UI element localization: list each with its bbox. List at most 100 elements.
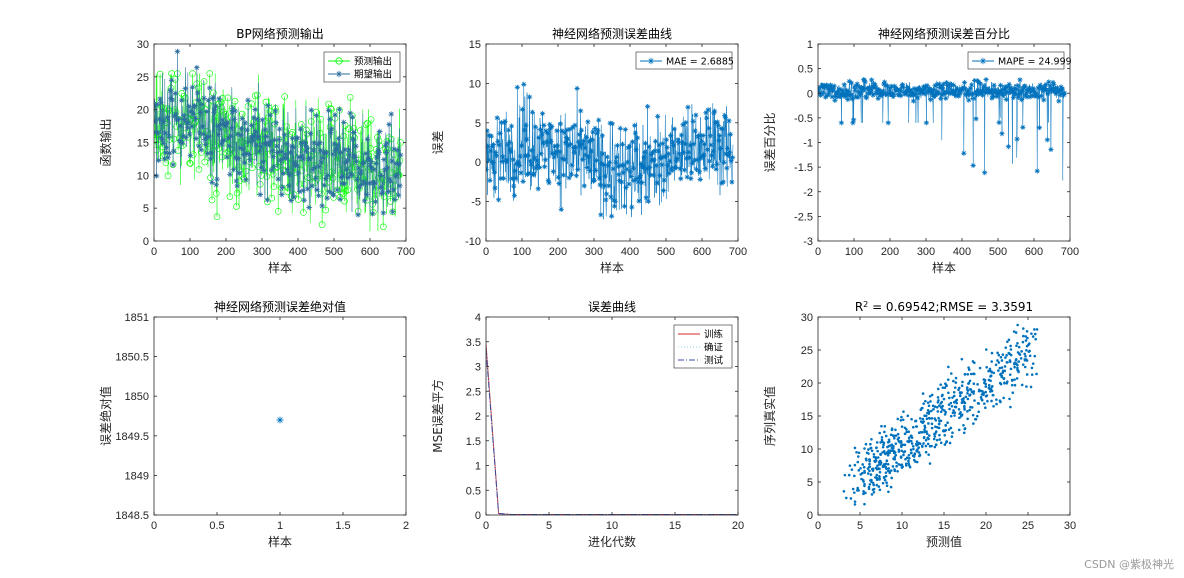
data-point-actual xyxy=(282,151,289,158)
error-data-point xyxy=(574,85,580,92)
error-data-point xyxy=(869,77,875,83)
scatter-point xyxy=(986,399,989,403)
error-data-point xyxy=(561,157,567,163)
error-data-point xyxy=(616,178,623,184)
scatter-point xyxy=(960,384,964,387)
error-data-point xyxy=(994,93,1000,100)
error-data-point xyxy=(583,134,590,140)
scatter-point xyxy=(882,476,886,480)
scatter-point xyxy=(1017,345,1021,349)
error-data-point xyxy=(709,163,716,169)
error-data-point xyxy=(508,123,515,129)
data-point-actual xyxy=(390,187,397,193)
y-tick-label: -2 xyxy=(803,187,813,199)
y-tick-label: -0.5 xyxy=(794,113,813,125)
mse-series-2 xyxy=(486,349,738,515)
error-data-point xyxy=(1002,90,1009,96)
data-point-actual xyxy=(202,141,209,148)
scatter-point xyxy=(907,462,910,465)
error-data-point xyxy=(573,144,579,150)
data-point-actual xyxy=(254,116,261,122)
error-data-point xyxy=(971,95,977,102)
chart-p4: 0 0.5 1 1.5 21848.518491849.518501850.51851神… xyxy=(98,299,409,549)
scatter-point xyxy=(868,465,872,469)
x-tick-label: 20 xyxy=(980,520,992,532)
scatter-point xyxy=(896,417,900,421)
error-data-point xyxy=(991,82,997,88)
scatter-point xyxy=(888,451,891,455)
scatter-point xyxy=(851,487,855,491)
error-data-point xyxy=(923,83,929,89)
scatter-point xyxy=(1016,351,1020,354)
data-point-predicted xyxy=(157,124,165,131)
data-point-predicted xyxy=(201,158,209,166)
error-data-point xyxy=(686,149,692,155)
x-tick-label: 100 xyxy=(181,246,199,258)
data-point-actual xyxy=(155,157,162,164)
error-data-point xyxy=(820,90,826,96)
error-data-point xyxy=(844,91,850,97)
legend-label: 预测输出 xyxy=(354,56,392,68)
title-rest: = 0.69542;RMSE = 3.3591 xyxy=(868,300,1033,314)
error-data-point xyxy=(638,161,644,167)
error-data-point xyxy=(673,158,680,164)
error-data-point xyxy=(860,86,866,92)
data-point-actual xyxy=(168,77,175,84)
data-point-actual xyxy=(289,135,296,142)
error-data-point xyxy=(851,117,857,123)
scatter-point xyxy=(949,426,953,430)
y-tick-label: 3.5 xyxy=(466,337,481,349)
data-point-actual xyxy=(281,155,287,161)
legend-box xyxy=(323,51,401,83)
data-point-actual xyxy=(290,144,297,151)
error-data-point xyxy=(582,145,588,151)
scatter-point xyxy=(925,417,929,421)
data-point-actual xyxy=(280,170,287,177)
error-data-point xyxy=(941,81,947,87)
data-point-actual xyxy=(170,162,176,168)
scatter-point xyxy=(876,456,880,459)
error-data-point xyxy=(696,132,702,139)
error-data-point xyxy=(589,136,595,143)
scatter-point xyxy=(1016,323,1019,327)
error-data-point xyxy=(1037,82,1043,88)
data-point-actual xyxy=(213,181,220,188)
data-point-actual xyxy=(310,147,317,153)
data-point-actual xyxy=(155,130,161,136)
scatter-point xyxy=(1017,360,1021,363)
data-point-actual xyxy=(177,123,184,129)
data-point-actual xyxy=(250,137,256,144)
y-tick-label: 1849 xyxy=(125,470,149,482)
error-data-point xyxy=(851,84,857,90)
data-point-actual xyxy=(227,133,234,139)
error-data-point xyxy=(877,92,883,98)
error-data-point xyxy=(1036,125,1042,131)
error-data-point xyxy=(620,170,626,176)
scatter-point xyxy=(1030,373,1034,376)
scatter-point xyxy=(899,418,903,422)
scatter-point xyxy=(952,401,956,404)
scatter-point xyxy=(930,426,934,430)
data-point-actual xyxy=(317,139,323,146)
scatter-point xyxy=(907,453,911,457)
data-point-actual xyxy=(385,188,392,195)
data-point-actual xyxy=(252,106,258,113)
data-point-actual xyxy=(376,128,383,135)
abs-error-point xyxy=(276,416,284,424)
data-point-actual xyxy=(184,124,191,131)
plot-marks xyxy=(154,48,404,232)
scatter-point xyxy=(996,359,999,362)
scatter-point xyxy=(975,414,979,418)
y-tick-label: 10 xyxy=(469,78,481,90)
y-tick-label: 0.5 xyxy=(798,64,813,76)
error-data-point xyxy=(894,86,901,93)
data-point-actual xyxy=(206,133,212,140)
data-point-actual xyxy=(221,137,227,143)
error-data-point xyxy=(1029,92,1035,99)
data-point-actual xyxy=(174,48,181,55)
scatter-point xyxy=(947,428,951,431)
scatter-point xyxy=(946,378,950,381)
error-data-point xyxy=(717,145,723,152)
data-point-predicted xyxy=(388,169,396,176)
